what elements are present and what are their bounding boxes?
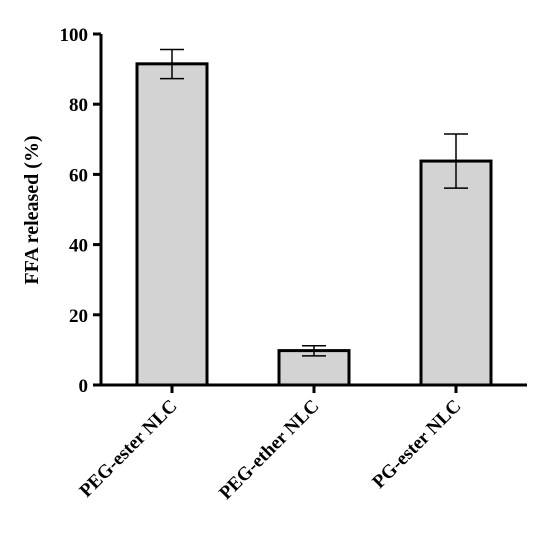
y-tick-label-20: 20 xyxy=(69,306,88,327)
y-tick-label-40: 40 xyxy=(69,236,88,257)
y-tick-label-100: 100 xyxy=(60,25,89,46)
x-tick-label-3: PG-ester NLC xyxy=(368,396,465,493)
y-tick-label-60: 60 xyxy=(69,165,88,186)
plot-area: 0 20 40 60 80 100 PEG-ester NLC PEG-ether NLC PG… xyxy=(60,25,527,504)
bar-3 xyxy=(419,159,493,387)
y-tick-label-0: 0 xyxy=(79,376,89,397)
bar-1 xyxy=(135,62,209,387)
x-tick-label-2: PEG-ether NLC xyxy=(215,396,323,504)
y-axis-title: FFA released (%) xyxy=(21,135,43,284)
x-tick-label-1: PEG-ester NLC xyxy=(76,396,182,502)
y-tick-label-80: 80 xyxy=(69,95,88,116)
